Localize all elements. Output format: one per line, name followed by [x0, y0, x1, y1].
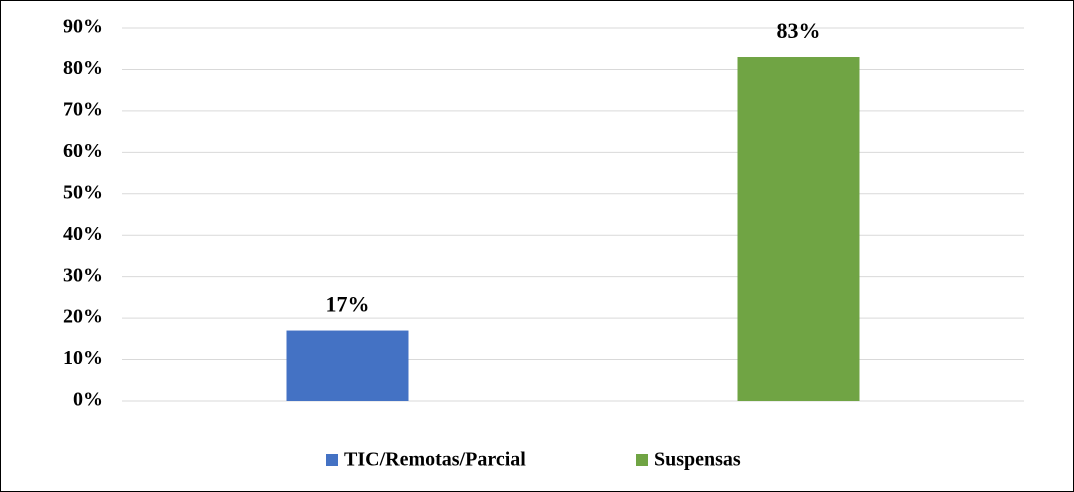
- data-label: 17%: [326, 292, 370, 317]
- legend-label: TIC/Remotas/Parcial: [344, 449, 526, 471]
- y-tick-label: 20%: [63, 306, 103, 328]
- bar: [737, 57, 860, 402]
- bar: [286, 330, 409, 401]
- y-tick-label: 30%: [63, 264, 103, 286]
- legend-label: Suspensas: [654, 449, 741, 471]
- y-tick-label: 40%: [63, 223, 103, 245]
- y-tick-label: 70%: [63, 98, 103, 120]
- legend-swatch: [326, 454, 338, 466]
- y-tick-label: 80%: [63, 57, 103, 79]
- y-tick-label: 10%: [63, 347, 103, 369]
- y-tick-label: 60%: [63, 140, 103, 162]
- y-tick-label: 90%: [63, 16, 103, 38]
- legend-swatch: [636, 454, 648, 466]
- y-tick-label: 50%: [63, 181, 103, 203]
- y-tick-label: 0%: [73, 389, 103, 411]
- data-label: 83%: [777, 18, 821, 43]
